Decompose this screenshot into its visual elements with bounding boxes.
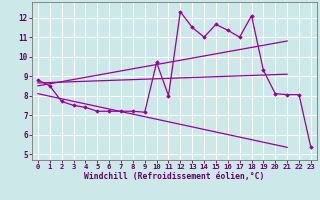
- X-axis label: Windchill (Refroidissement éolien,°C): Windchill (Refroidissement éolien,°C): [84, 172, 265, 181]
